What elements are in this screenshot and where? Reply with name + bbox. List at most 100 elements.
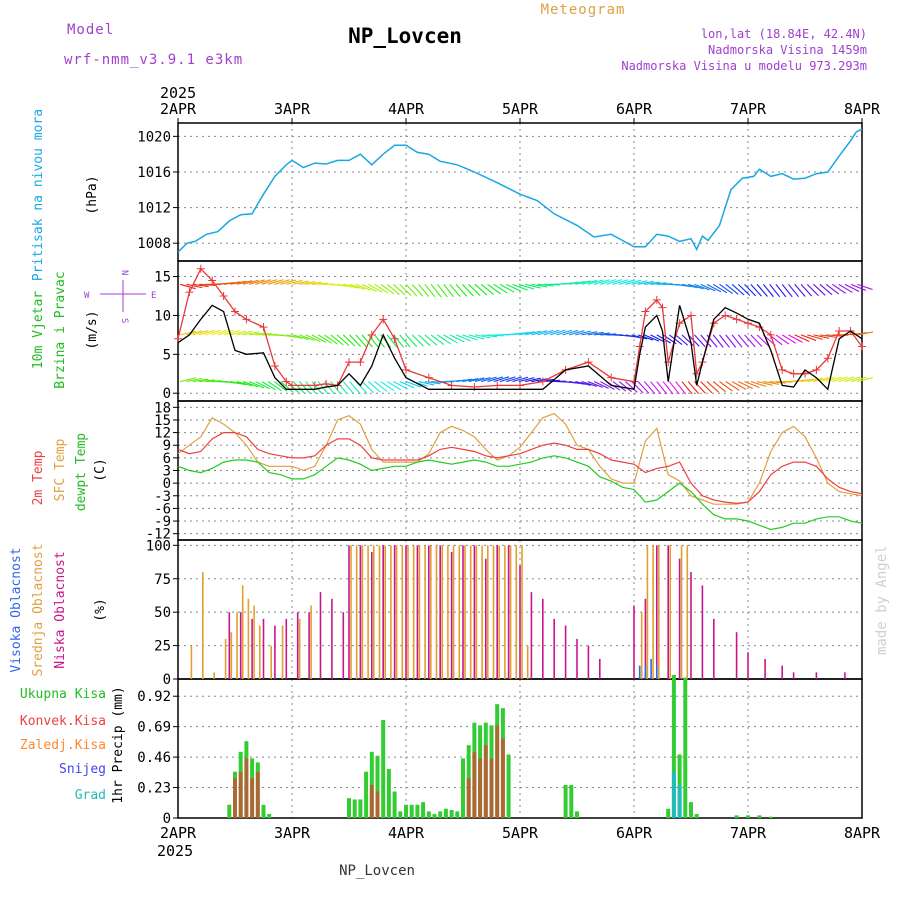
wind-barb — [192, 330, 209, 336]
wind-barb — [662, 381, 674, 395]
wind-barb — [336, 334, 350, 346]
wind-barb — [832, 376, 848, 383]
wind-barb — [838, 376, 855, 383]
wind-barb — [430, 334, 445, 345]
wind-barb — [857, 283, 873, 291]
total-rain-bar — [404, 804, 408, 818]
wind-barb — [255, 332, 272, 336]
wind-gust-marker — [607, 373, 616, 382]
wind-barb — [556, 329, 572, 336]
total-rain-bar — [671, 675, 676, 818]
wind-barb — [186, 283, 203, 289]
wind-barb — [656, 381, 668, 395]
wind-barb — [700, 334, 712, 348]
total-rain-bar — [392, 791, 397, 818]
xtick-label-top: 3APR — [274, 100, 311, 118]
wind-barb — [506, 283, 522, 292]
wind-barb — [838, 283, 853, 293]
wind-barb — [731, 334, 743, 348]
ytick-label: -9 — [154, 514, 171, 530]
pressure-ylabel: Pritisak na nivou mora — [31, 109, 46, 281]
wind-barb — [436, 283, 448, 298]
wind-gust-marker — [390, 334, 399, 343]
station-elevation: Nadmorska Visina 1459m — [708, 43, 867, 57]
total-rain-bar — [666, 808, 671, 818]
wind-barb — [763, 381, 780, 385]
wind-gust-marker — [732, 315, 741, 324]
xtick-label-bottom: 3APR — [274, 824, 311, 842]
wind-barb — [725, 283, 739, 295]
total-rain-bar — [694, 814, 699, 818]
wind-barb — [311, 334, 327, 343]
wind-barb — [280, 279, 297, 285]
wind-barb — [725, 381, 740, 391]
ytick-label: -12 — [146, 527, 171, 543]
wind-barb — [668, 381, 680, 395]
wind-barb — [230, 330, 247, 336]
wind-barb — [305, 281, 322, 285]
ytick-label: 25 — [154, 639, 171, 655]
wind-barb — [443, 283, 455, 298]
wind-barb — [468, 377, 485, 383]
ytick-label: 18 — [154, 400, 171, 416]
wind-barb — [411, 334, 424, 347]
wind-barb — [644, 281, 661, 285]
temp-label-sfc: SFC Temp — [53, 439, 68, 502]
precip-ylabel: 1hr Precip (mm) — [111, 686, 126, 803]
wind-barb — [242, 279, 259, 285]
xtick-label-bottom: 6APR — [616, 824, 653, 842]
wind-barb — [342, 381, 355, 395]
wind-barb — [525, 330, 541, 336]
compass-e: E — [151, 291, 156, 301]
wind-barb — [286, 334, 303, 339]
wind-barb — [474, 376, 491, 383]
wind-gust-marker — [402, 365, 410, 374]
wind-barb — [399, 381, 415, 389]
wind-barb — [380, 381, 395, 392]
wind-barb — [762, 283, 774, 298]
total-rain-bar — [734, 815, 739, 818]
wind-barb — [744, 381, 760, 388]
wind-barb — [593, 381, 609, 389]
wind-barb — [280, 381, 294, 393]
wind-barb — [643, 381, 656, 394]
wind-gust-marker — [447, 381, 456, 390]
conv-rain-bar — [238, 771, 243, 818]
wind-barb — [637, 280, 654, 285]
wind-barb — [180, 283, 196, 290]
wind-barb — [825, 376, 842, 383]
wind-barb — [750, 381, 767, 387]
wind-barb — [807, 334, 823, 340]
wind-barb — [750, 283, 762, 297]
wind-barb — [267, 279, 284, 285]
wind-gust-marker — [778, 365, 787, 374]
wind-barb — [625, 279, 642, 285]
total-rain-bar — [381, 720, 386, 818]
wind-barb — [418, 283, 430, 297]
wind-barb — [236, 330, 253, 336]
wind-barb — [669, 334, 683, 346]
total-rain-bar — [455, 811, 460, 818]
ytick-label: 1012 — [137, 201, 171, 217]
wind-barb — [600, 279, 616, 285]
wind-barb — [261, 381, 276, 391]
wind-barb — [832, 283, 846, 294]
pressure-units: (hPa) — [85, 175, 100, 214]
wind-barb — [449, 283, 461, 297]
wind-barb — [493, 376, 510, 383]
wind-gust-marker — [630, 377, 638, 386]
wind-barb — [512, 376, 529, 383]
wind-gust-marker — [812, 365, 821, 374]
wind-barb — [857, 331, 874, 336]
total-rain-bar — [347, 798, 351, 818]
wind-gust-marker — [835, 327, 844, 335]
wind-barb — [474, 334, 491, 339]
wind-barb — [650, 334, 666, 343]
wind-barb — [349, 334, 361, 347]
wind-barb — [405, 334, 418, 348]
total-rain-bar — [461, 758, 465, 818]
ytick-label: 0.69 — [137, 720, 171, 736]
wind-barb — [587, 381, 603, 388]
wind-barb — [575, 381, 591, 386]
wind-barb — [819, 376, 836, 383]
